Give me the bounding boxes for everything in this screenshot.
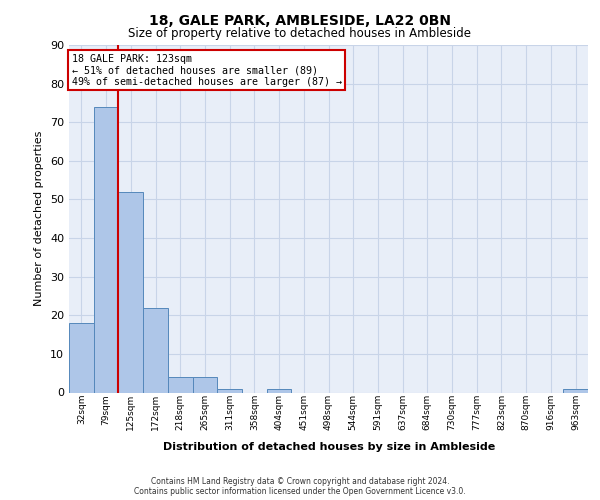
Text: Size of property relative to detached houses in Ambleside: Size of property relative to detached ho… [128,28,472,40]
Bar [193,377,217,392]
Bar [69,323,94,392]
Text: 18, GALE PARK, AMBLESIDE, LA22 0BN: 18, GALE PARK, AMBLESIDE, LA22 0BN [149,14,451,28]
Text: 18 GALE PARK: 123sqm
← 51% of detached houses are smaller (89)
49% of semi-detac: 18 GALE PARK: 123sqm ← 51% of detached h… [71,54,341,87]
Bar [217,388,242,392]
Text: Contains HM Land Registry data © Crown copyright and database right 2024.
Contai: Contains HM Land Registry data © Crown c… [134,476,466,496]
Bar [118,192,143,392]
Y-axis label: Number of detached properties: Number of detached properties [34,131,44,306]
Bar [563,388,588,392]
Bar [143,308,168,392]
Bar [94,107,118,393]
Text: Distribution of detached houses by size in Ambleside: Distribution of detached houses by size … [163,442,495,452]
Bar [267,388,292,392]
Bar [168,377,193,392]
